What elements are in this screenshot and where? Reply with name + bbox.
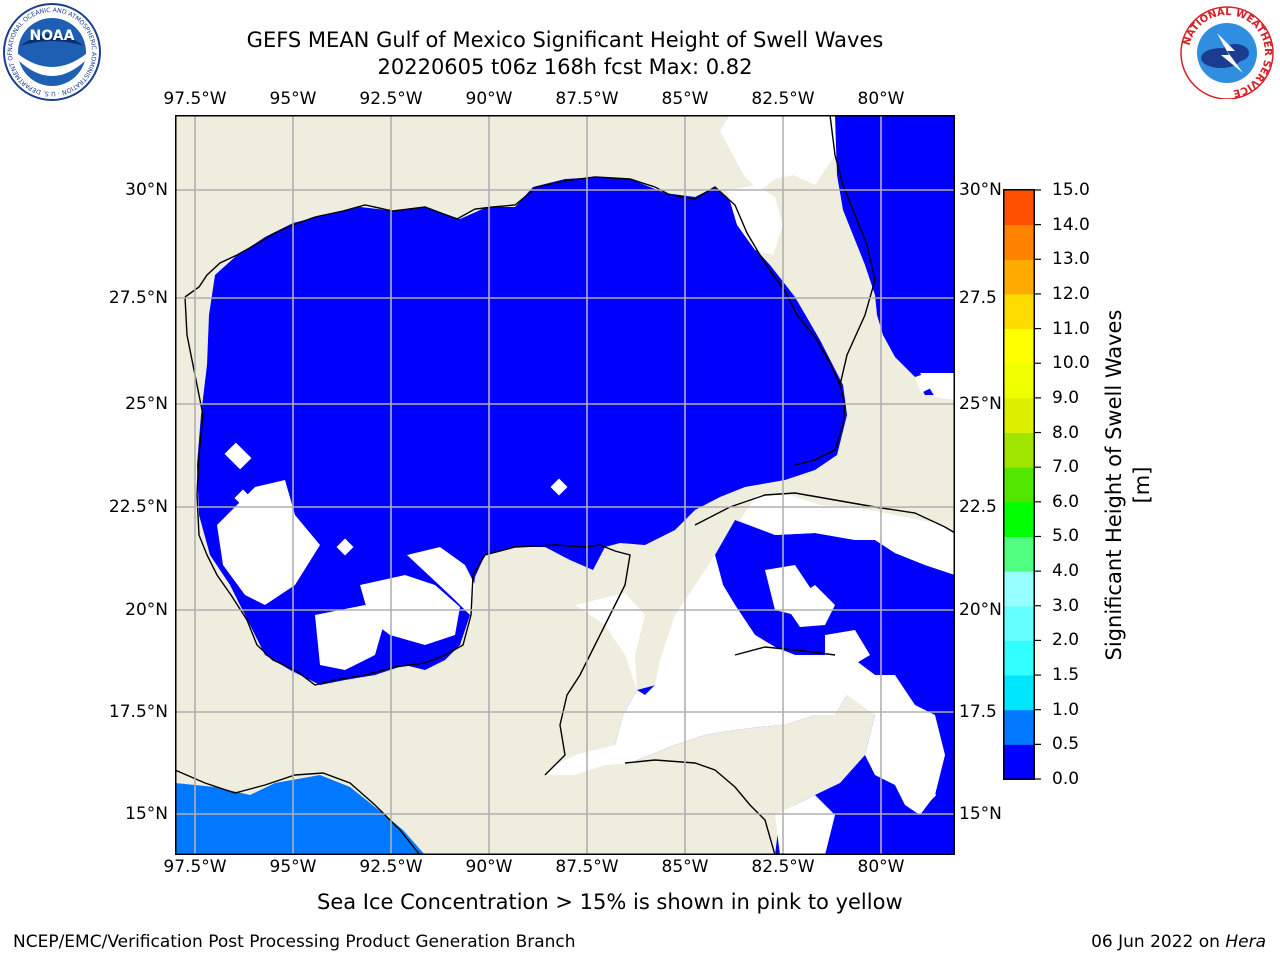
colorbar-segment [1004,675,1034,711]
colorbar-tick-label: 12.0 [1052,283,1090,304]
lon-tick-bottom: 97.5°W [163,857,227,877]
colorbar-tick-label: 8.0 [1052,422,1080,443]
lon-tick-top: 92.5°W [359,89,423,109]
footer-date-text: 06 Jun 2022 on [1091,932,1220,952]
lat-tick-right: 30°N [959,180,1002,200]
colorbar-tick-label: 0.0 [1052,769,1080,789]
lat-tick-right: 17.5 [959,702,997,722]
lon-tick-bottom: 87.5°W [555,857,619,877]
lat-tick-left: 25°N [125,394,168,414]
colorbar-segment [1004,744,1034,780]
colorbar-tick-label: 13.0 [1052,249,1090,270]
colorbar-tick-label: 9.0 [1052,387,1080,408]
lat-tick-right: 27.5 [959,288,997,308]
colorbar-tick-label: 4.0 [1052,561,1080,582]
lat-tick-left: 20°N [125,600,168,620]
colorbar-segment [1004,259,1034,295]
colorbar-segment [1004,190,1034,226]
colorbar-segment [1004,467,1034,503]
colorbar-segment [1004,571,1034,607]
colorbar-tick-label: 6.0 [1052,491,1080,512]
lon-tick-top: 95°W [269,89,317,109]
colorbar-tick-label: 7.0 [1052,457,1080,478]
lat-tick-right: 25°N [959,394,1002,414]
colorbar-segment [1004,536,1034,572]
lat-tick-left: 17.5°N [108,702,168,722]
colorbar [1003,189,1041,780]
colorbar-segment [1004,432,1034,468]
pacific-water [175,775,425,855]
colorbar-tick-label: 1.0 [1052,699,1080,720]
lon-tick-bottom: 95°W [269,857,317,877]
colorbar-tick-label: 2.0 [1052,630,1080,651]
colorbar-segment [1004,501,1034,537]
lon-tick-bottom: 90°W [465,857,513,877]
coastlines [175,115,955,855]
lon-tick-bottom: 80°W [857,857,905,877]
colorbar-segment [1004,328,1034,364]
colorbar-segment [1004,640,1034,676]
colorbar-segment [1004,363,1034,399]
lon-tick-top: 82.5°W [751,89,815,109]
map-frame [175,115,955,855]
lat-tick-left: 27.5°N [108,288,168,308]
footer-date: 06 Jun 2022 on Hera [1091,932,1266,952]
lon-tick-top: 80°W [857,89,905,109]
colorbar-tick-label: 1.5 [1052,665,1080,686]
footer-machine: Hera [1225,932,1266,952]
lat-tick-right: 22.5 [959,497,997,517]
colorbar-segment [1004,605,1034,641]
colorbar-tick-label: 15.0 [1052,180,1090,200]
nws-logo: NATIONAL WEATHER SERVICE [1180,6,1274,99]
colorbar-tick-label: 0.5 [1052,734,1080,755]
lat-tick-right: 20°N [959,600,1002,620]
lat-tick-right: 15°N [959,804,1002,824]
lon-tick-bottom: 82.5°W [751,857,815,877]
footer-branch: NCEP/EMC/Verification Post Processing Pr… [13,932,576,952]
colorbar-segment [1004,397,1034,434]
colorbar-tick-label: 5.0 [1052,526,1080,547]
lon-tick-top: 87.5°W [555,89,619,109]
colorbar-segment [1004,293,1034,330]
lat-tick-left: 22.5°N [108,497,168,517]
colorbar-title: Significant Height of Swell Waves [m] [1102,309,1154,661]
map-subtitle: 20220605 t06z 168h fcst Max: 0.82 [377,55,753,79]
lon-tick-bottom: 92.5°W [359,857,423,877]
lon-tick-top: 90°W [465,89,513,109]
map-title: GEFS MEAN Gulf of Mexico Significant Hei… [246,28,884,52]
atlantic-water [835,115,955,395]
lon-tick-top: 97.5°W [163,89,227,109]
colorbar-tick-label: 3.0 [1052,595,1080,616]
colorbar-tick-label: 14.0 [1052,214,1090,235]
colorbar-tick-label: 10.0 [1052,353,1090,374]
lat-tick-left: 30°N [125,180,168,200]
noaa-logo-text: NOAA [30,28,75,44]
lon-tick-bottom: 85°W [661,857,709,877]
noaa-logo: NATIONAL OCEANIC AND ATMOSPHERIC ADMINIS… [2,2,101,101]
graticule [175,115,955,855]
colorbar-segment [1004,709,1034,745]
swell-height-map [175,115,955,855]
colorbar-segment [1004,224,1034,260]
lon-tick-top: 85°W [661,89,709,109]
lat-tick-left: 15°N [125,804,168,824]
sea-ice-caption: Sea Ice Concentration > 15% is shown in … [317,890,903,914]
colorbar-tick-label: 11.0 [1052,318,1090,339]
